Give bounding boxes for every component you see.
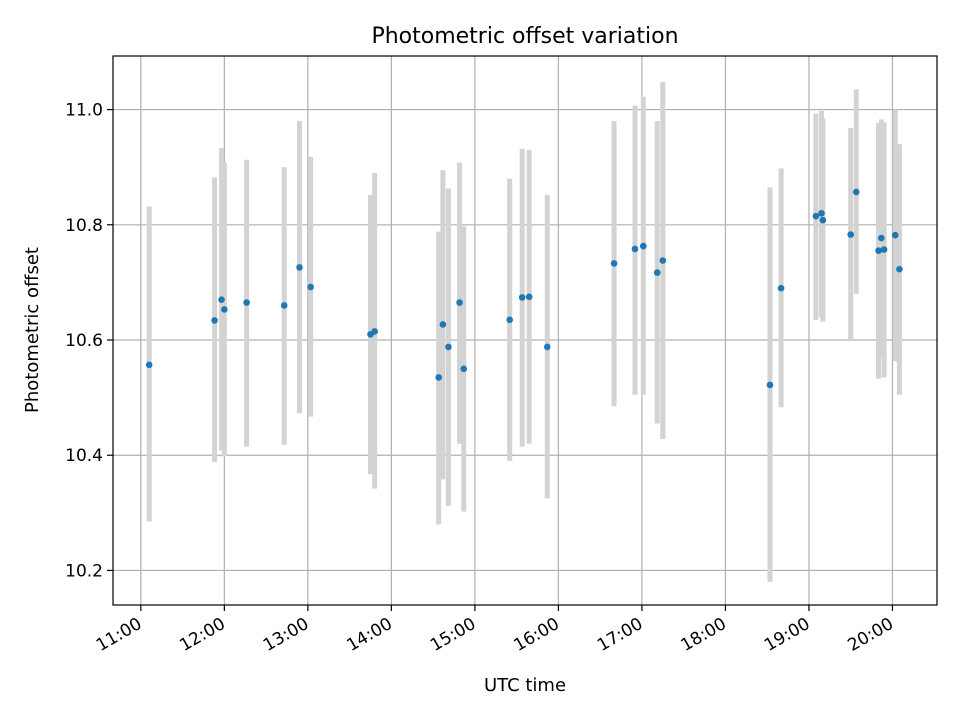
y-tick-label: 10.6 xyxy=(65,331,103,351)
data-point xyxy=(875,247,882,255)
data-points xyxy=(145,188,903,389)
data-point xyxy=(525,293,533,301)
y-tick-label: 10.8 xyxy=(65,216,103,236)
data-point xyxy=(896,265,903,273)
data-point xyxy=(243,299,250,306)
data-point xyxy=(878,234,885,242)
data-point xyxy=(659,257,667,264)
data-point xyxy=(653,269,661,276)
y-tick-label: 11.0 xyxy=(65,101,103,121)
data-point xyxy=(818,209,825,217)
grid xyxy=(113,56,937,605)
data-point xyxy=(211,317,218,324)
data-point xyxy=(456,299,463,306)
data-point xyxy=(280,302,288,309)
data-point xyxy=(307,283,314,291)
data-point xyxy=(847,231,855,238)
data-point xyxy=(543,343,551,351)
data-point xyxy=(296,264,303,271)
data-point xyxy=(631,245,639,253)
data-point xyxy=(891,231,899,239)
data-point xyxy=(439,321,447,328)
plot-frame xyxy=(112,55,938,606)
data-point xyxy=(435,374,443,381)
data-point xyxy=(445,343,452,351)
data-point xyxy=(812,212,820,220)
y-axis-label: Photometric offset xyxy=(22,247,43,413)
x-axis-label: UTC time xyxy=(484,675,566,696)
data-point xyxy=(880,246,888,253)
y-axis-ticks: 10.2 10.4 10.6 10.8 11.0 xyxy=(65,101,113,581)
y-tick-label: 10.2 xyxy=(65,561,103,581)
data-point xyxy=(777,284,785,292)
data-point xyxy=(819,216,827,224)
y-tick-label: 10.4 xyxy=(65,446,103,466)
data-point xyxy=(221,306,228,313)
data-point xyxy=(852,188,860,196)
chart-title: Photometric offset variation xyxy=(371,24,678,49)
data-point xyxy=(610,260,618,267)
data-point xyxy=(460,365,468,373)
data-point xyxy=(218,296,225,303)
data-point xyxy=(145,361,153,369)
data-point xyxy=(518,294,526,301)
data-point xyxy=(371,328,378,335)
data-point xyxy=(766,381,774,389)
data-point xyxy=(640,242,647,250)
data-point xyxy=(506,316,513,324)
